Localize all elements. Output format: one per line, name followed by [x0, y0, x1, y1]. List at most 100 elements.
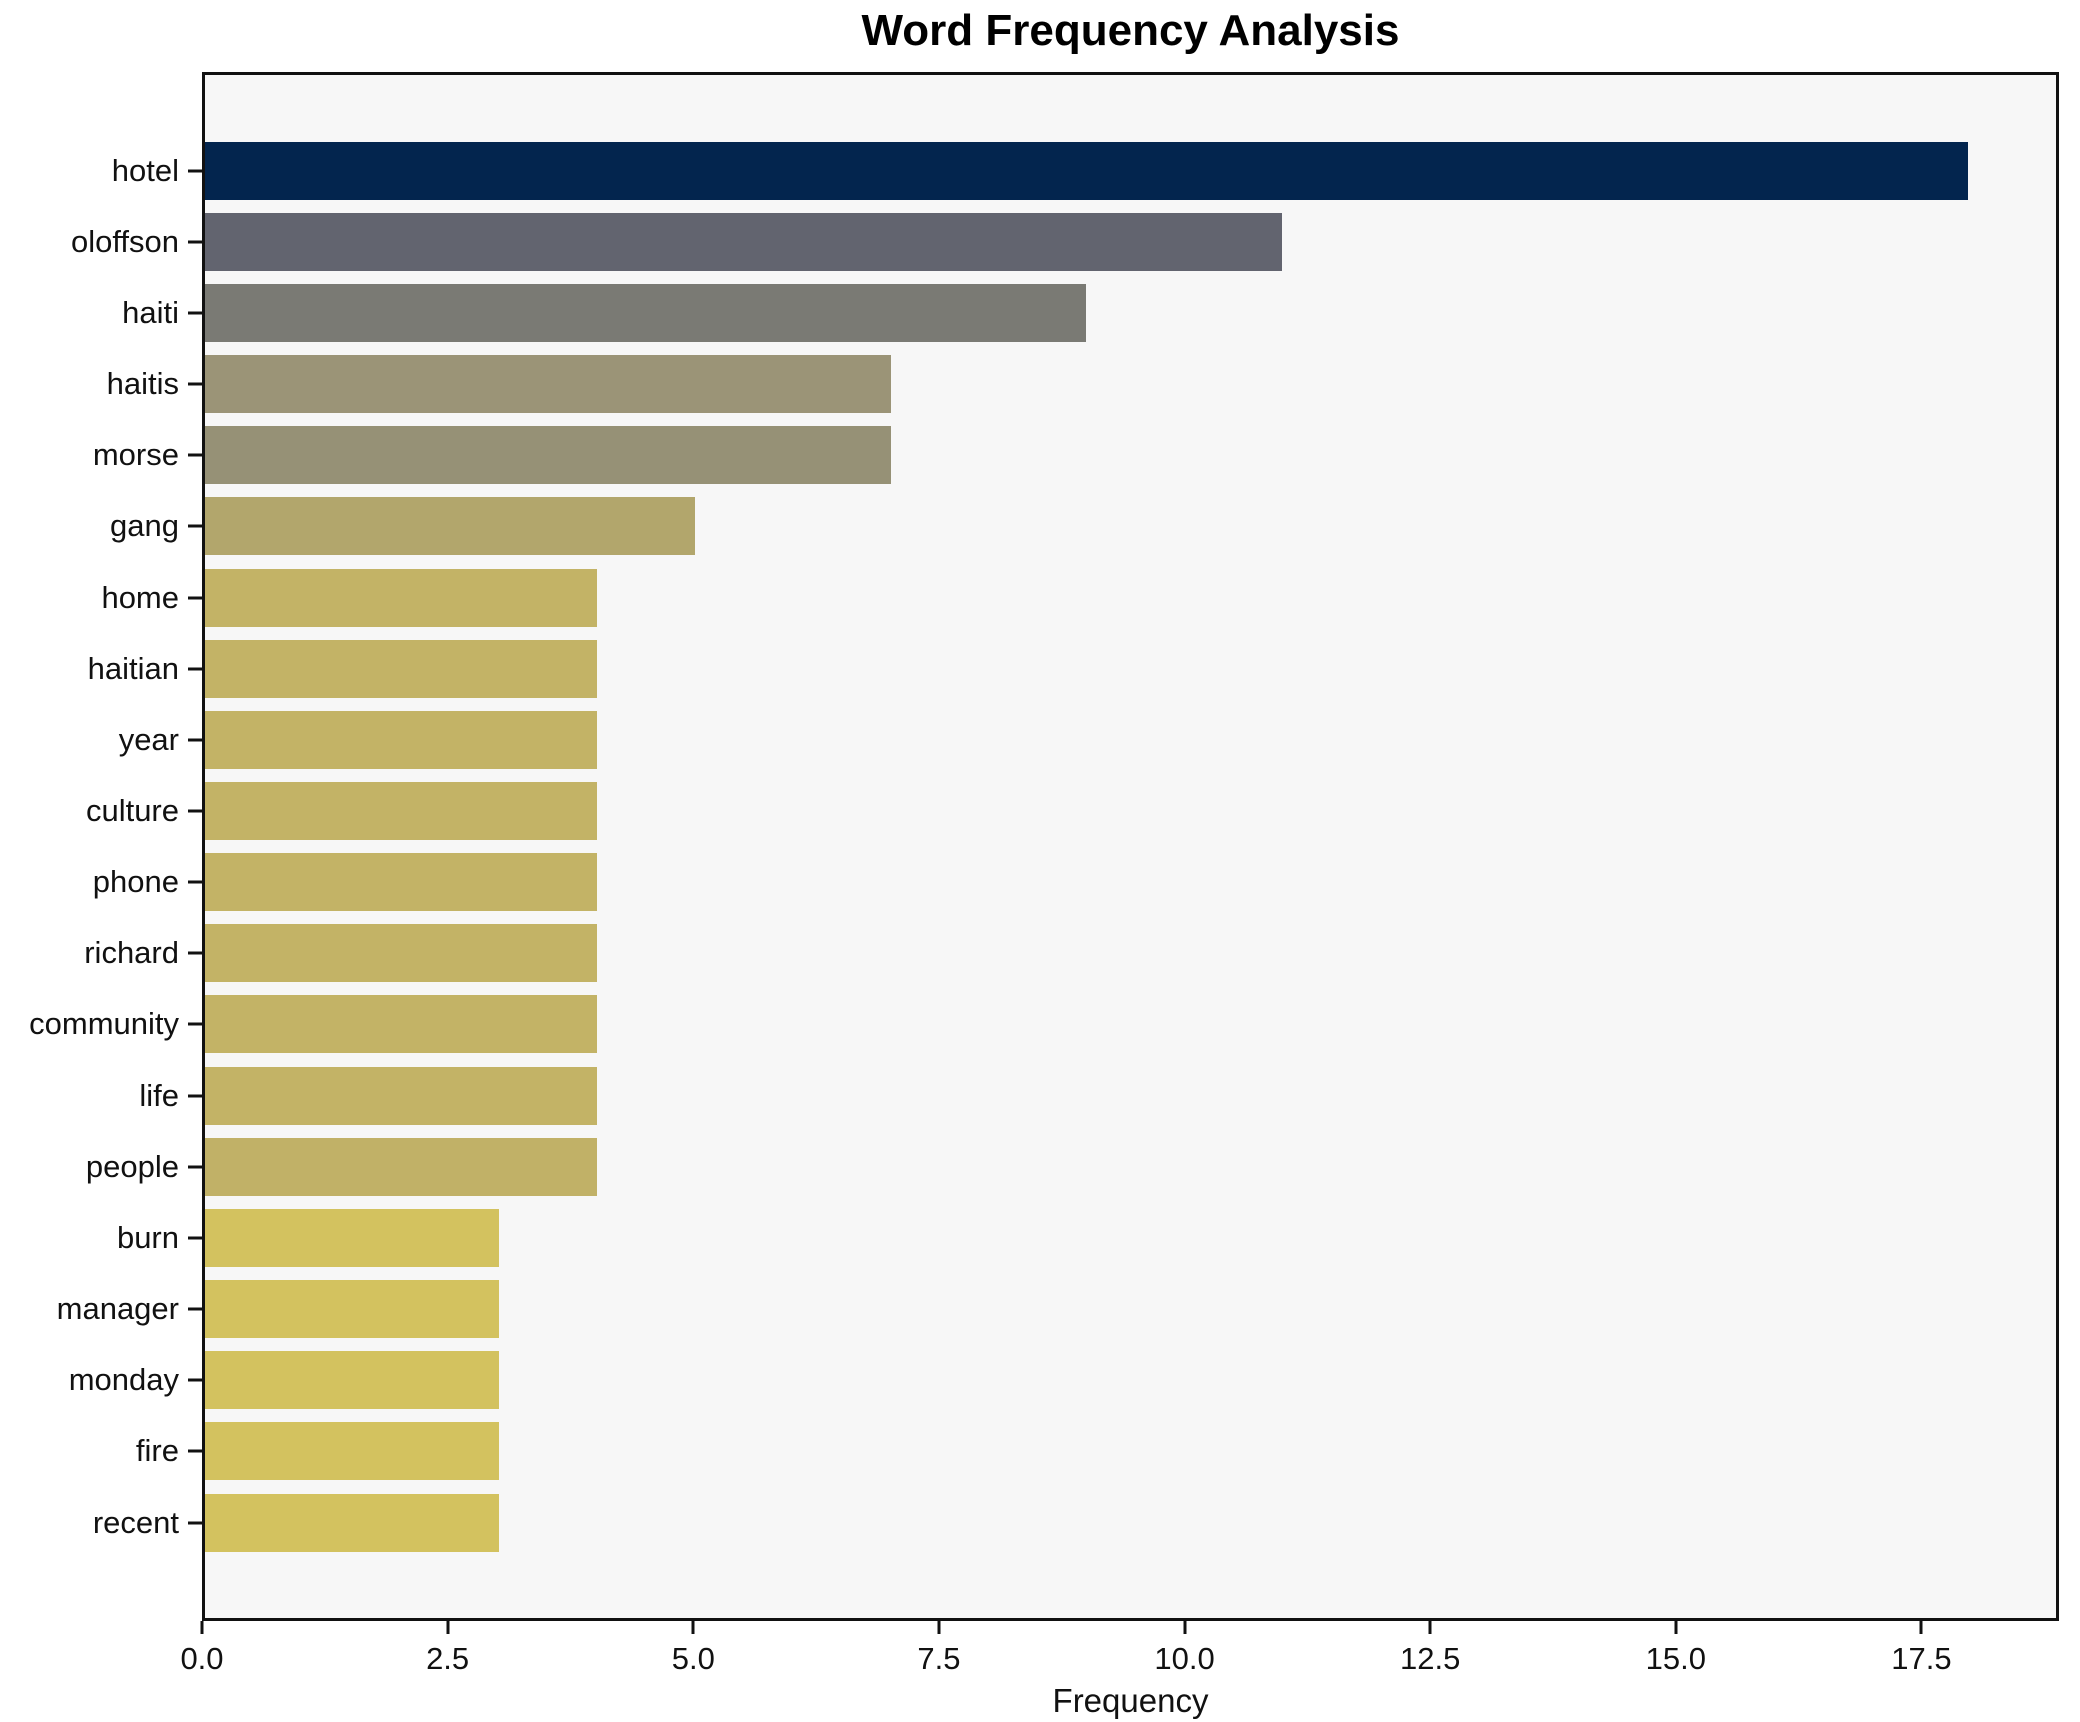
bar-row: haitian	[88, 633, 2056, 704]
bar	[205, 283, 1087, 342]
bar	[205, 710, 597, 769]
chart-title: Word Frequency Analysis	[861, 6, 1400, 55]
y-tick-label: home	[101, 579, 179, 615]
y-tick-label: haitis	[106, 366, 179, 402]
x-tick-label: 17.5	[1891, 1641, 1952, 1676]
y-tick-mark	[188, 453, 202, 457]
y-tick-mark	[188, 169, 202, 173]
bar	[205, 1280, 499, 1339]
bar	[205, 1351, 499, 1410]
y-tick-label: hotel	[111, 152, 179, 188]
y-tick-label: haiti	[122, 294, 179, 330]
y-tick-mark	[188, 880, 202, 884]
bar-row: oloffson	[71, 206, 2056, 277]
bar-row: community	[29, 989, 2056, 1060]
bar	[205, 426, 891, 485]
y-tick-mark	[188, 1094, 202, 1098]
bar-row: haitis	[107, 348, 2056, 419]
bar-row: life	[139, 1060, 2056, 1131]
bar-row: haiti	[122, 277, 2056, 348]
bar-row: gang	[110, 491, 2056, 562]
bar	[205, 1493, 499, 1552]
y-tick-label: monday	[68, 1362, 179, 1398]
bar	[205, 1208, 499, 1267]
bar	[205, 1137, 597, 1196]
bar	[205, 853, 597, 912]
y-tick-label: culture	[85, 792, 179, 828]
bar	[205, 497, 695, 556]
x-tick-mark	[937, 1621, 941, 1634]
bar-row: phone	[93, 847, 2056, 918]
x-tick-mark	[1183, 1621, 1187, 1634]
y-tick-label: community	[29, 1006, 179, 1042]
y-tick-mark	[188, 1022, 202, 1026]
y-tick-mark	[188, 1449, 202, 1453]
y-tick-label: phone	[92, 864, 179, 900]
y-tick-mark	[188, 311, 202, 315]
bar-row: fire	[136, 1416, 2056, 1487]
y-tick-mark	[188, 1165, 202, 1169]
y-tick-label: people	[85, 1148, 179, 1184]
x-tick-label: 2.5	[426, 1641, 470, 1676]
plot-area: hotel oloffson haiti haitis morse gang home hai…	[29, 72, 2059, 1621]
bar	[205, 355, 891, 414]
y-tick-label: year	[118, 721, 179, 757]
bar	[205, 141, 1968, 200]
x-tick-label: 10.0	[1154, 1641, 1215, 1676]
x-tick-label: 7.5	[917, 1641, 961, 1676]
bar	[205, 639, 597, 698]
x-tick-label: 0.0	[180, 1641, 224, 1676]
y-tick-mark	[188, 1236, 202, 1240]
y-tick-label: morse	[92, 437, 179, 473]
bar-row: manager	[57, 1274, 2056, 1345]
y-tick-mark	[188, 1521, 202, 1525]
y-tick-label: haitian	[87, 650, 179, 686]
y-tick-mark	[188, 951, 202, 955]
x-tick-mark	[200, 1621, 204, 1634]
y-tick-mark	[188, 382, 202, 386]
bar-row: home	[101, 562, 2056, 633]
bar	[205, 568, 597, 627]
y-tick-label: life	[139, 1077, 179, 1113]
y-tick-label: richard	[84, 935, 179, 971]
bar	[205, 924, 597, 983]
y-tick-label: manager	[56, 1291, 179, 1327]
x-tick-label: 5.0	[671, 1641, 715, 1676]
x-tick-mark	[1674, 1621, 1678, 1634]
x-tick-mark	[446, 1621, 450, 1634]
bar-row: morse	[93, 420, 2056, 491]
bar	[205, 995, 597, 1054]
bar	[205, 1422, 499, 1481]
bar-row: culture	[86, 775, 2056, 846]
bar-row: recent	[93, 1487, 2056, 1558]
x-tick-label: 15.0	[1645, 1641, 1706, 1676]
y-tick-mark	[188, 1378, 202, 1382]
y-tick-mark	[188, 240, 202, 244]
bar-row: people	[86, 1131, 2056, 1202]
y-tick-label: recent	[92, 1504, 179, 1540]
bar-row: monday	[69, 1345, 2056, 1416]
y-tick-label: fire	[135, 1433, 179, 1469]
y-tick-mark	[188, 1307, 202, 1311]
x-tick-mark	[1919, 1621, 1923, 1634]
bar-row: burn	[117, 1202, 2056, 1273]
y-tick-label: oloffson	[70, 223, 179, 259]
x-tick-mark	[1428, 1621, 1432, 1634]
bar-row: hotel	[112, 135, 2056, 206]
y-tick-label: gang	[110, 508, 179, 544]
y-tick-mark	[188, 596, 202, 600]
bar	[205, 1066, 597, 1125]
x-tick-mark	[691, 1621, 695, 1634]
bar-rows-container: hotel oloffson haiti haitis morse gang home hai…	[29, 75, 2056, 1618]
x-axis: 0.0 2.5 5.0 7.5 10.0 12.5 15.0 17.5	[180, 1621, 2059, 1691]
x-tick-label: 12.5	[1400, 1641, 1461, 1676]
x-axis-title: Frequency	[1052, 1682, 1209, 1719]
bar-row: richard	[84, 918, 2056, 989]
y-tick-mark	[188, 738, 202, 742]
y-tick-mark	[188, 524, 202, 528]
bar	[205, 781, 597, 840]
bar-row: year	[119, 704, 2056, 775]
y-tick-mark	[188, 809, 202, 813]
bar	[205, 212, 1283, 271]
